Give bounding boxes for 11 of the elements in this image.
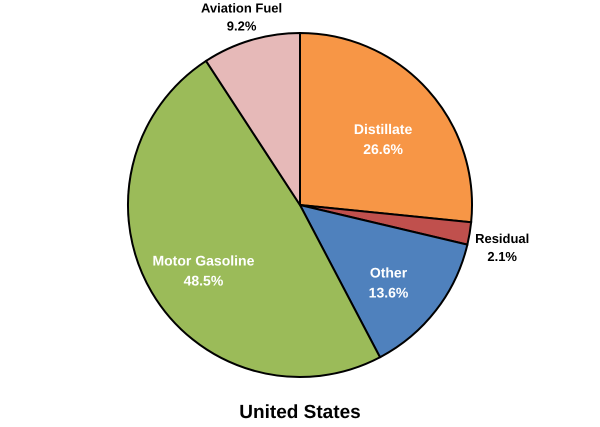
data-label: 2.1% xyxy=(487,248,518,264)
text: United States xyxy=(239,402,361,423)
slice-label: Residual xyxy=(475,230,530,246)
data-label: 9.2% xyxy=(226,18,257,34)
slice-label: Distillate xyxy=(354,120,412,137)
slice-label: Motor Gasoline xyxy=(152,252,255,269)
data-label: 26.6% xyxy=(363,140,404,157)
data-label: 13.6% xyxy=(368,284,409,301)
slice-label: Aviation Fuel xyxy=(201,0,282,16)
data-label: 48.5% xyxy=(184,272,224,289)
slice-label: Other xyxy=(370,264,408,281)
